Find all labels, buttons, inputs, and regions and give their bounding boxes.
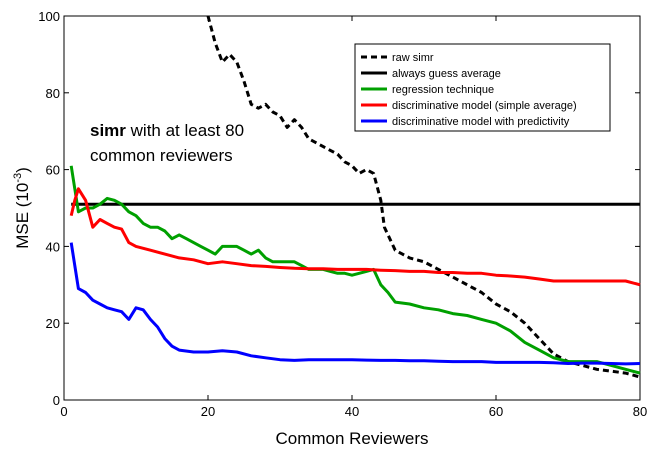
y-axis-label-superscript: -3 bbox=[12, 173, 24, 183]
x-axis-label: Common Reviewers bbox=[275, 429, 428, 448]
legend-entry-label: discriminative model with predictivity bbox=[392, 116, 570, 128]
y-tick-label: 100 bbox=[38, 9, 60, 24]
legend-entry-label: always guess average bbox=[392, 68, 501, 80]
y-tick-label: 80 bbox=[46, 86, 60, 101]
y-tick-label: 20 bbox=[46, 316, 60, 331]
chart-annotation-line1: simr with at least 80 bbox=[90, 121, 244, 140]
y-tick-label: 0 bbox=[53, 393, 60, 408]
series-line-1 bbox=[206, 15, 641, 379]
y-tick-label: 40 bbox=[46, 239, 60, 254]
legend-box bbox=[354, 43, 611, 132]
legend-entry-label: regression technique bbox=[392, 84, 494, 96]
x-tick-label: 40 bbox=[345, 404, 359, 419]
y-axis-label: MSE (10-3) bbox=[12, 167, 32, 249]
annotation-bold: simr bbox=[90, 121, 126, 140]
x-tick-label: 60 bbox=[489, 404, 503, 419]
series-layer bbox=[69, 15, 641, 379]
series-line-4 bbox=[69, 187, 641, 287]
legend-entry-label: raw simr bbox=[392, 52, 434, 64]
series-line-3 bbox=[69, 165, 641, 375]
y-tick-label: 60 bbox=[46, 163, 60, 178]
legend: raw simr always guess average regression t… bbox=[354, 43, 611, 132]
x-tick-label: 20 bbox=[201, 404, 215, 419]
chart-annotation-line2: common reviewers bbox=[90, 146, 233, 165]
x-tick-label: 80 bbox=[633, 404, 647, 419]
x-tick-label: 0 bbox=[60, 404, 67, 419]
tick-layer: 0 20 40 60 80 0 20 40 60 80 100 bbox=[38, 9, 647, 419]
series-line-5 bbox=[69, 242, 641, 366]
legend-entry-label: discriminative model (simple average) bbox=[392, 100, 577, 112]
